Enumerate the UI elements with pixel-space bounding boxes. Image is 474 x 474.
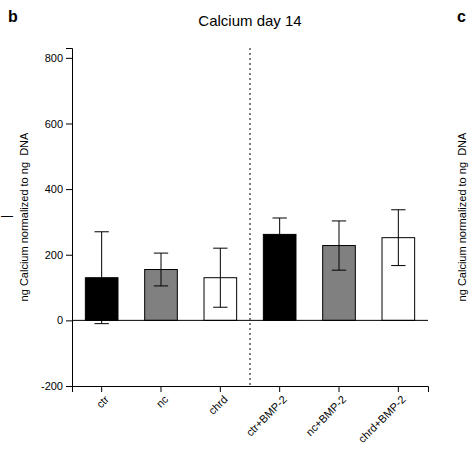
error-bar-stem: [161, 253, 162, 286]
panel-label: b: [8, 8, 18, 25]
error-bar-stem: [279, 218, 280, 251]
error-bar-cap: [391, 209, 405, 210]
error-bar-cap: [332, 220, 346, 221]
y-tick: 400: [45, 183, 72, 195]
error-bar-cap: [94, 231, 108, 232]
y-tick: 600: [45, 117, 72, 129]
y-tick-label: 200: [45, 249, 63, 261]
y-tick-label: 800: [45, 52, 63, 64]
error-bar-cap: [154, 253, 168, 254]
error-bar: [272, 218, 286, 251]
x-tick-mark: [220, 386, 221, 392]
y-tick-label: 600: [45, 117, 63, 129]
y-tick-mark: [66, 320, 72, 321]
divider: [250, 48, 251, 386]
x-tick-label: ctr+BMP-2: [244, 393, 289, 438]
panel-label: c: [457, 8, 466, 25]
x-tick-label: chrd: [206, 393, 230, 417]
x-tick-label: chrd+BMP-2: [356, 393, 408, 445]
x-tick-label: nc+BMP-2: [303, 393, 348, 438]
y-tick-mark: [66, 58, 72, 59]
chart: -200 0 200 400 600 800 ctr nc chrd ctr+BMP-2 nc+BM…: [0, 0, 474, 474]
y-axis: -200 0 200 400 600 800: [41, 49, 73, 393]
plot-area: -200 0 200 400 600 800 ctr nc chrd ctr+BMP-2 nc+BM…: [41, 48, 429, 445]
y-tick-mark: [66, 123, 72, 124]
x-tick-mark: [339, 386, 340, 392]
x-tick: nc: [154, 386, 171, 410]
edge-mark: —: [1, 209, 13, 223]
y-tick-mark: [66, 189, 72, 190]
x-axis: ctr nc chrd ctr+BMP-2 nc+BMP-2chrd+BMP-2: [73, 386, 429, 445]
x-tick-label: nc: [154, 393, 171, 410]
error-bar-cap: [213, 307, 227, 308]
x-tick-mark: [101, 386, 102, 392]
y-tick: 200: [45, 249, 72, 261]
y-tick: 0: [57, 314, 72, 326]
y-tick-label: 0: [57, 314, 63, 326]
error-bar: [332, 221, 346, 270]
error-bar: [154, 253, 168, 286]
error-bar-stem: [398, 210, 399, 266]
x-tick: chrd: [206, 386, 230, 417]
y-tick-mark: [66, 386, 72, 387]
title: Calcium day 14: [198, 12, 301, 29]
error-bar-cap: [272, 217, 286, 218]
y-tick-mark: [66, 255, 72, 256]
error-bar-cap: [391, 265, 405, 266]
x-axis-line: [73, 387, 429, 393]
error-bar-cap: [94, 323, 108, 324]
error-bar-stem: [220, 248, 221, 307]
x-tick: ctr+BMP-2: [244, 386, 289, 439]
error-bar-cap: [272, 250, 286, 251]
x-tick: chrd+BMP-2: [356, 386, 408, 445]
y-tick: 800: [45, 52, 72, 64]
y-tick: -200: [41, 380, 72, 392]
error-bar-cap: [332, 270, 346, 271]
x-tick-mark: [279, 386, 280, 392]
error-bar-stem: [101, 232, 102, 324]
y-tick-label: -200: [41, 380, 63, 392]
error-bar: [213, 248, 227, 307]
error-bar-cap: [213, 248, 227, 249]
error-bar-cap: [154, 285, 168, 286]
x-tick: ctr: [94, 386, 111, 410]
x-tick-mark: [398, 386, 399, 392]
x-tick-mark: [161, 386, 162, 392]
x-tick-label: ctr: [94, 393, 111, 410]
error-bar-stem: [339, 221, 340, 270]
marks: [72, 48, 428, 386]
right-panel-label: ng Calcium normalized to ng DNA: [456, 132, 468, 301]
x-tick: nc+BMP-2: [303, 386, 348, 438]
error-bar: [391, 210, 405, 266]
error-bar: [94, 232, 108, 324]
y-tick-label: 400: [45, 183, 63, 195]
y-axis-line: [66, 49, 73, 387]
baseline: [72, 320, 428, 321]
y-axis-label: ng Calcium normalized to ng DNA: [18, 132, 30, 301]
